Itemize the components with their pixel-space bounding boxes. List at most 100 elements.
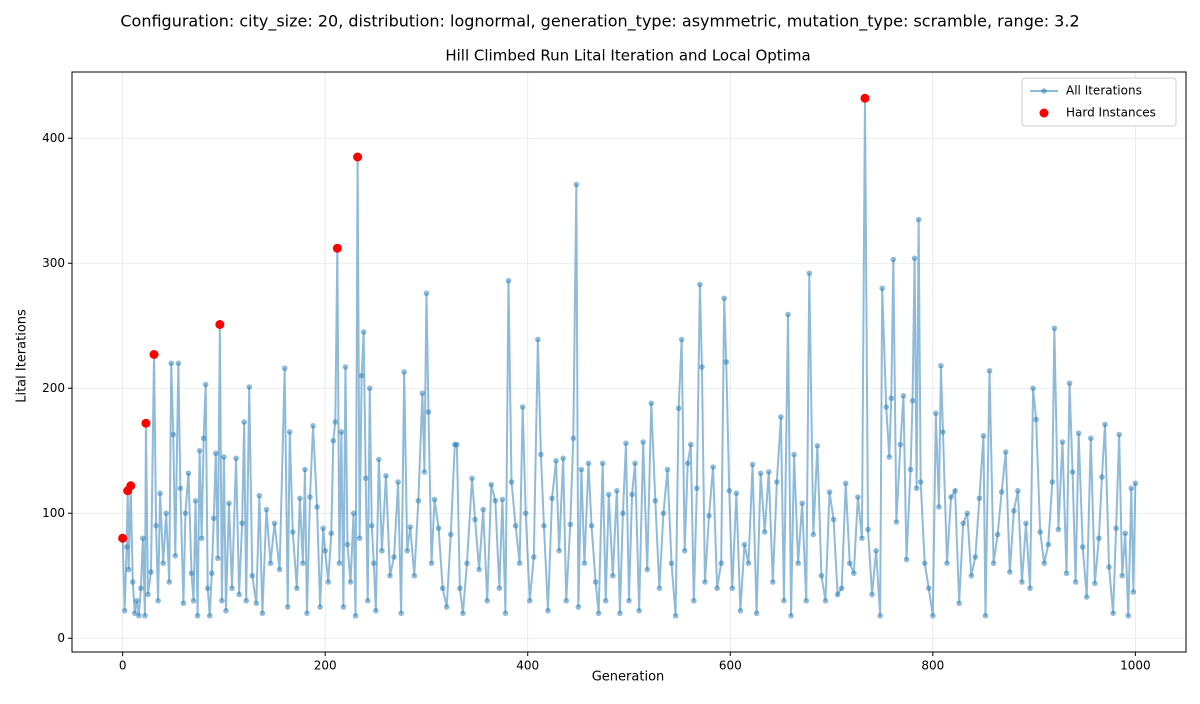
point <box>664 466 671 473</box>
point <box>121 607 128 614</box>
point <box>877 612 883 619</box>
point <box>972 554 979 560</box>
point <box>395 479 401 485</box>
point <box>702 579 708 585</box>
point <box>166 579 173 585</box>
point <box>990 560 997 567</box>
point <box>391 554 397 560</box>
point <box>660 510 667 517</box>
point <box>1030 385 1036 392</box>
point <box>890 256 897 263</box>
point <box>138 585 144 592</box>
point <box>595 610 602 617</box>
point <box>765 469 772 475</box>
hard-point <box>215 320 225 329</box>
point <box>421 469 428 475</box>
point <box>691 597 697 604</box>
point <box>194 612 201 619</box>
point <box>358 372 365 379</box>
point <box>632 460 638 467</box>
point <box>1055 526 1062 533</box>
point <box>263 506 270 513</box>
y-tick-label: 400 <box>42 131 65 145</box>
x-tick-label: 1000 <box>1120 659 1151 673</box>
point <box>243 597 249 604</box>
point <box>160 560 166 567</box>
point <box>617 610 623 617</box>
point <box>522 510 529 517</box>
point <box>818 572 825 579</box>
point <box>1072 579 1079 585</box>
point <box>761 529 768 535</box>
y-tick-label: 100 <box>42 506 65 520</box>
point <box>140 535 146 542</box>
point <box>585 460 592 467</box>
point <box>1075 430 1082 437</box>
point <box>1066 380 1073 387</box>
point <box>925 585 932 592</box>
x-tick-label: 0 <box>119 659 127 673</box>
point <box>281 365 288 372</box>
point <box>376 456 382 463</box>
point <box>629 491 635 498</box>
point <box>940 429 946 435</box>
point <box>1051 325 1058 332</box>
point <box>538 451 544 458</box>
point <box>1063 570 1070 577</box>
chart-title: Hill Climbed Run Lital Iteration and Loc… <box>445 47 810 65</box>
point <box>404 547 411 554</box>
point <box>834 591 841 598</box>
point <box>505 277 512 284</box>
plot-frame <box>71 71 1187 653</box>
point <box>753 610 760 617</box>
point <box>588 522 595 529</box>
point <box>356 535 363 542</box>
point <box>1019 579 1025 585</box>
series-line <box>121 98 1137 616</box>
x-tick-label: 200 <box>314 659 337 673</box>
point <box>623 440 629 447</box>
point <box>846 560 853 567</box>
point <box>781 597 787 604</box>
point <box>267 560 274 567</box>
hard-point <box>860 93 870 103</box>
point <box>1096 535 1102 542</box>
point <box>1102 421 1108 428</box>
point <box>1069 469 1076 475</box>
point <box>799 500 805 507</box>
point <box>710 464 716 470</box>
point <box>284 604 291 610</box>
y-tick-label: 300 <box>42 256 65 270</box>
point <box>123 544 130 550</box>
point <box>721 295 727 302</box>
point <box>998 489 1005 495</box>
point <box>198 535 205 542</box>
hard-point <box>332 243 342 253</box>
point <box>865 526 871 533</box>
point <box>177 485 184 492</box>
point <box>492 497 499 504</box>
point <box>936 504 942 510</box>
point <box>271 520 278 527</box>
point <box>620 510 626 517</box>
point <box>1110 610 1116 617</box>
point <box>1045 541 1052 548</box>
point <box>980 432 987 439</box>
point <box>387 572 393 579</box>
point <box>362 475 369 482</box>
hard-point <box>118 533 128 543</box>
point <box>454 441 460 448</box>
point <box>535 336 541 343</box>
point <box>330 437 337 444</box>
legend-label: Hard Instances <box>1066 106 1156 120</box>
point <box>1119 572 1125 579</box>
point <box>131 610 138 617</box>
legend-marker <box>1041 88 1047 94</box>
point <box>553 457 559 464</box>
point <box>202 381 209 388</box>
point <box>328 530 335 537</box>
point <box>803 597 810 604</box>
point <box>982 612 989 619</box>
point <box>163 510 169 517</box>
point <box>976 495 983 502</box>
